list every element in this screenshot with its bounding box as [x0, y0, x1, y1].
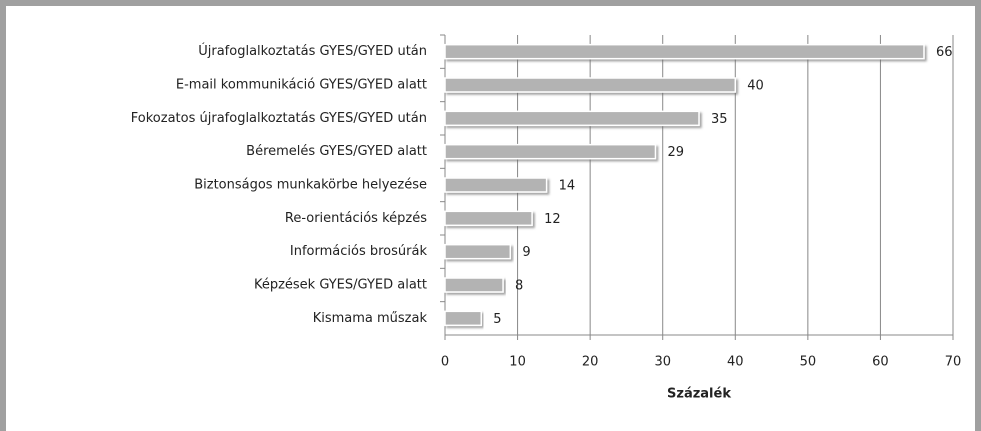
x-tick-label: 70	[945, 355, 962, 370]
x-tick-label: 30	[654, 355, 671, 370]
y-tick-label: Biztonságos munkakörbe helyezése	[194, 178, 427, 193]
x-tick-label: 20	[582, 355, 599, 370]
y-tick-label: Re-orientációs képzés	[285, 211, 427, 226]
x-tick-label: 60	[872, 355, 889, 370]
y-tick-label: Információs brosúrák	[290, 244, 428, 259]
data-label: 12	[544, 212, 561, 227]
y-tick-label: Béremelés GYES/GYED alatt	[246, 144, 427, 159]
bar	[444, 277, 504, 293]
x-axis-title: Százalék	[667, 387, 731, 402]
y-tick-label: Fokozatos újrafoglalkoztatás GYES/GYED u…	[131, 111, 427, 126]
bar	[444, 77, 737, 93]
x-tick-label: 0	[441, 355, 449, 370]
data-label: 9	[522, 245, 530, 260]
y-tick-label: E-mail kommunikáció GYES/GYED alatt	[176, 78, 427, 93]
y-tick-label: Képzések GYES/GYED alatt	[254, 278, 427, 293]
x-tick-label: 50	[800, 355, 817, 370]
bar	[444, 43, 925, 60]
x-tick-label: 10	[509, 355, 526, 370]
bar	[444, 143, 657, 160]
data-label: 8	[515, 279, 523, 294]
bar	[444, 177, 548, 193]
y-tick-label: Újrafoglalkoztatás GYES/GYED után	[198, 43, 427, 59]
data-label: 66	[936, 45, 953, 60]
bar	[444, 110, 700, 127]
data-label: 5	[493, 312, 501, 327]
data-label: 40	[747, 79, 764, 94]
data-label: 35	[711, 112, 728, 127]
y-tick-label: Kismama műszak	[313, 311, 428, 326]
data-label: 14	[559, 179, 576, 194]
x-tick-label: 40	[727, 355, 744, 370]
bar	[444, 210, 533, 227]
bar	[444, 243, 512, 260]
data-label: 29	[667, 145, 684, 160]
bar	[444, 310, 483, 327]
